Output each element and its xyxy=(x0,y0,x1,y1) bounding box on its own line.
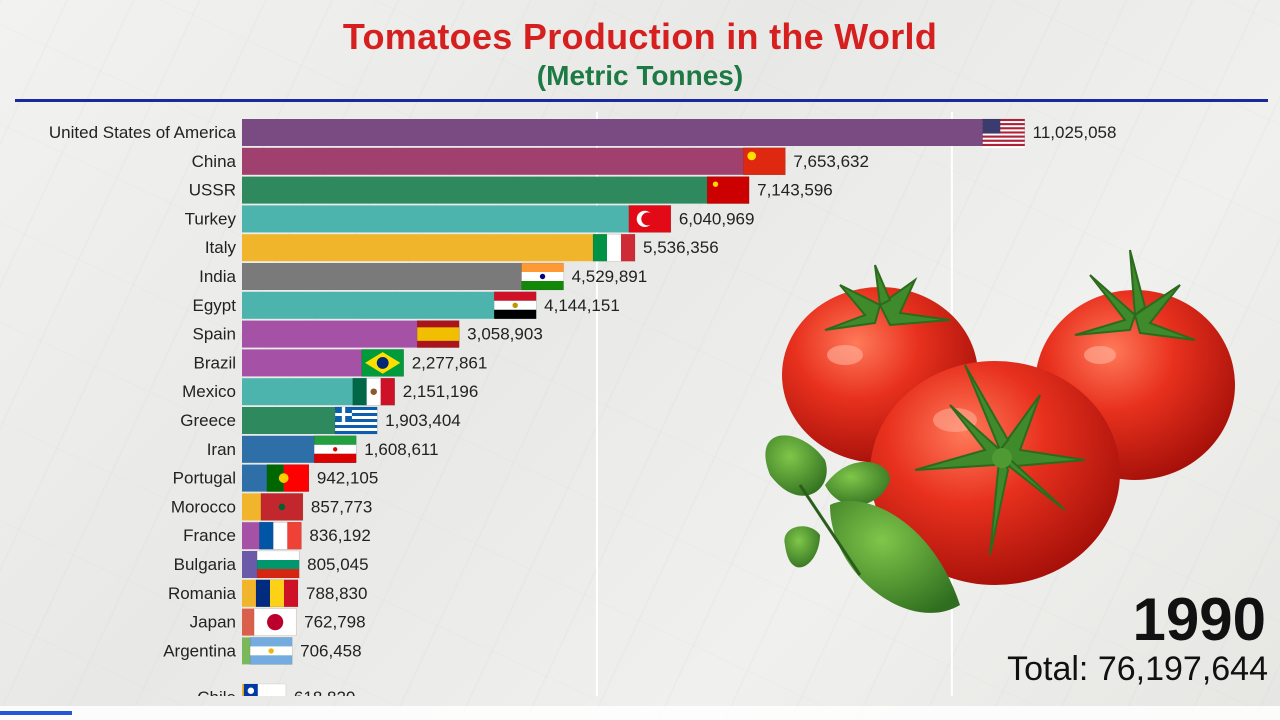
value-label: 836,192 xyxy=(309,526,370,545)
value-label: 7,143,596 xyxy=(757,181,833,200)
category-label: Morocco xyxy=(171,497,236,516)
chart-title: Tomatoes Production in the World xyxy=(342,16,938,57)
category-label: Portugal xyxy=(173,469,236,488)
bar-row: Spain 3,058,903 xyxy=(193,320,543,348)
bar xyxy=(242,147,786,175)
category-label: Italy xyxy=(205,238,237,257)
bar-row: Argentina 706,458 xyxy=(163,637,362,665)
flag-ro-icon xyxy=(255,579,299,608)
flag-bg-icon xyxy=(256,550,300,579)
bar xyxy=(242,291,537,319)
category-label: USSR xyxy=(189,181,236,200)
flag-cn-icon xyxy=(743,147,786,176)
flag-fr-icon xyxy=(259,521,302,550)
year-label: 1990 xyxy=(1132,586,1266,653)
tomato-illustration xyxy=(765,249,1235,613)
flag-ar-icon xyxy=(249,637,293,665)
bar xyxy=(242,234,636,262)
flag-es-icon xyxy=(416,320,460,348)
bar-row: Greece 1,903,404 xyxy=(180,406,461,435)
bars-layer: United States of America 11,025,058 China 7… xyxy=(49,118,1117,707)
flag-br-icon xyxy=(361,349,404,377)
bar-row: Italy 5,536,356 xyxy=(205,233,719,262)
category-label: Brazil xyxy=(193,353,236,372)
category-label: Turkey xyxy=(185,209,237,228)
value-label: 5,536,356 xyxy=(643,238,719,257)
category-label: China xyxy=(192,152,237,171)
flag-mx-icon xyxy=(352,377,395,406)
value-label: 942,105 xyxy=(317,469,378,488)
bar-row: Chile 618,820 xyxy=(197,683,355,707)
value-label: 3,058,903 xyxy=(467,325,543,344)
bar xyxy=(242,263,564,290)
bar-row: Bulgaria 805,045 xyxy=(174,550,369,579)
value-label: 805,045 xyxy=(307,555,368,574)
value-label: 1,608,611 xyxy=(364,440,438,459)
flag-ir-icon xyxy=(313,435,357,464)
category-label: India xyxy=(199,267,236,286)
bar xyxy=(242,205,671,233)
value-label: 4,529,891 xyxy=(572,267,648,286)
category-label: United States of America xyxy=(49,123,237,142)
category-label: France xyxy=(183,526,236,545)
title-divider xyxy=(15,99,1268,102)
video-progress-bar[interactable] xyxy=(0,706,1280,720)
value-label: 788,830 xyxy=(306,584,367,603)
bar-row: Turkey 6,040,969 xyxy=(185,205,755,233)
chart-subtitle: (Metric Tonnes) xyxy=(536,60,744,91)
value-label: 7,653,632 xyxy=(793,152,869,171)
value-label: 762,798 xyxy=(304,613,365,632)
bar-row: China 7,653,632 xyxy=(192,147,869,176)
category-label: Greece xyxy=(180,411,236,430)
bar-row: Egypt 4,144,151 xyxy=(193,291,620,320)
value-label: 857,773 xyxy=(311,497,372,516)
category-label: Spain xyxy=(193,325,236,344)
flag-pt-icon xyxy=(266,464,310,492)
category-label: Japan xyxy=(190,613,236,632)
category-label: Egypt xyxy=(193,296,237,315)
bar-row: Iran 1,608,611 xyxy=(207,435,439,464)
value-label: 618,820 xyxy=(294,688,355,707)
category-label: Chile xyxy=(197,688,236,707)
bar-row: Portugal 942,105 xyxy=(173,464,378,492)
flag-us-icon xyxy=(982,118,1025,149)
value-label: 1,903,404 xyxy=(385,411,461,430)
bar xyxy=(242,176,750,204)
flag-cl-icon xyxy=(243,683,287,696)
total-label: Total: 76,197,644 xyxy=(1007,650,1268,688)
flag-in-icon xyxy=(521,262,564,291)
flag-jp-icon xyxy=(253,608,297,636)
bar-row: Mexico 2,151,196 xyxy=(182,377,479,406)
category-label: Iran xyxy=(207,440,236,459)
bar-row: Morocco 857,773 xyxy=(171,493,372,521)
value-label: 11,025,058 xyxy=(1033,123,1117,142)
bar-row: United States of America 11,025,058 xyxy=(49,118,1117,149)
value-label: 706,458 xyxy=(300,641,361,660)
video-progress-fill xyxy=(0,711,72,715)
bar-row: India 4,529,891 xyxy=(199,262,648,291)
value-label: 6,040,969 xyxy=(679,209,755,228)
flag-it-icon xyxy=(592,233,636,262)
bar-row: USSR 7,143,596 xyxy=(189,176,833,204)
flag-eg-icon xyxy=(493,291,537,320)
flag-gr-icon xyxy=(334,406,378,435)
category-label: Bulgaria xyxy=(174,555,237,574)
value-label: 2,151,196 xyxy=(403,382,479,401)
flag-tr-icon xyxy=(628,205,672,233)
value-label: 4,144,151 xyxy=(544,296,620,315)
bar xyxy=(242,119,1025,146)
category-label: Mexico xyxy=(182,382,236,401)
flag-su-icon xyxy=(706,176,750,204)
bar-row: Brazil 2,277,861 xyxy=(193,349,488,377)
value-label: 2,277,861 xyxy=(412,353,488,372)
flag-ma-icon xyxy=(260,493,304,521)
bar-row: Japan 762,798 xyxy=(190,608,366,636)
bar-row: France 836,192 xyxy=(183,521,371,550)
category-label: Romania xyxy=(168,584,237,603)
category-label: Argentina xyxy=(163,641,236,660)
bar-row: Romania 788,830 xyxy=(168,579,367,608)
